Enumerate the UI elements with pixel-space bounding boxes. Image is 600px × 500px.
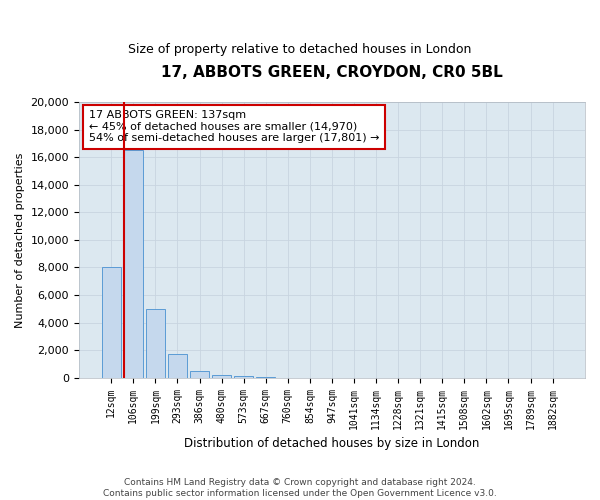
Bar bbox=[146, 309, 165, 378]
Bar bbox=[168, 354, 187, 378]
Title: 17, ABBOTS GREEN, CROYDON, CR0 5BL: 17, ABBOTS GREEN, CROYDON, CR0 5BL bbox=[161, 65, 503, 80]
Bar bbox=[102, 268, 121, 378]
Bar bbox=[256, 377, 275, 378]
Text: Contains HM Land Registry data © Crown copyright and database right 2024.
Contai: Contains HM Land Registry data © Crown c… bbox=[103, 478, 497, 498]
Text: 17 ABBOTS GREEN: 137sqm
← 45% of detached houses are smaller (14,970)
54% of sem: 17 ABBOTS GREEN: 137sqm ← 45% of detache… bbox=[89, 110, 380, 144]
X-axis label: Distribution of detached houses by size in London: Distribution of detached houses by size … bbox=[184, 437, 479, 450]
Y-axis label: Number of detached properties: Number of detached properties bbox=[15, 152, 25, 328]
Text: Size of property relative to detached houses in London: Size of property relative to detached ho… bbox=[128, 42, 472, 56]
Bar bbox=[190, 371, 209, 378]
Bar bbox=[124, 150, 143, 378]
Bar bbox=[235, 376, 253, 378]
Bar bbox=[212, 375, 231, 378]
